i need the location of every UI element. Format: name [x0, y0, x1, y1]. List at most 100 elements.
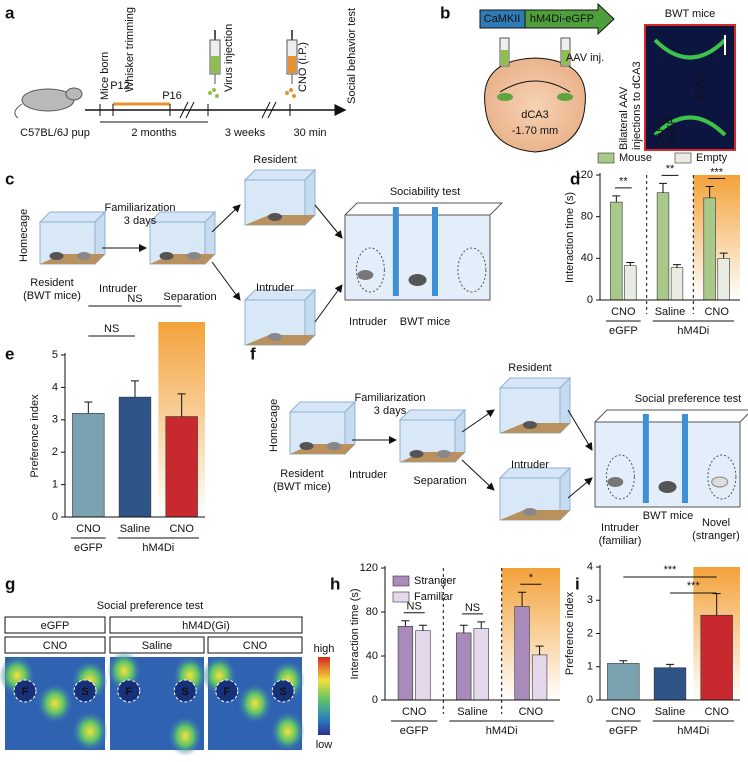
condition-label: CNO [243, 640, 268, 652]
legend-label: Empty [696, 152, 728, 164]
divider [642, 414, 649, 503]
panel-label: f [250, 344, 256, 363]
error-bar [612, 195, 621, 203]
construct: hM4Di-eGFP [530, 13, 594, 25]
bar [610, 201, 623, 301]
bar [397, 625, 414, 701]
divider [392, 207, 399, 296]
bar [607, 663, 640, 701]
bar [717, 258, 730, 301]
promoter: CaMKII [484, 13, 521, 25]
panel-label: g [5, 574, 15, 593]
bar [700, 614, 733, 701]
cage [398, 409, 467, 421]
significance: *** [664, 564, 678, 576]
bar [656, 192, 670, 301]
event: Virus injection [223, 24, 235, 92]
aav: AAV inj. [566, 52, 604, 64]
bar [72, 413, 105, 518]
y-axis-label: Preference index [564, 591, 576, 675]
y-tick-label: 3 [52, 414, 58, 426]
stain: EGFP [666, 117, 678, 147]
event: CNO (I.P.) [297, 42, 309, 92]
cage-label: Resident [508, 362, 551, 374]
group-label: hM4Di [677, 325, 709, 337]
cage-floor [500, 510, 570, 520]
cup-outline [13, 679, 37, 703]
error-bar [619, 660, 628, 664]
cage-label: Resident [253, 154, 296, 166]
group-label: eGFP [609, 325, 638, 337]
bar [514, 606, 530, 701]
test-box [594, 421, 741, 508]
cup-outline [73, 679, 97, 703]
legend-label: Stranger [414, 575, 457, 587]
bar [703, 197, 716, 301]
y-tick-label: 120 [575, 169, 593, 181]
event: Social behavior test [346, 8, 358, 104]
wire-cup [605, 454, 635, 500]
heat-spot [168, 716, 203, 757]
intruder: Intruder [99, 283, 137, 295]
bar [653, 667, 687, 701]
wire-cup [707, 454, 737, 500]
scale-label: low [316, 739, 333, 751]
bar [624, 265, 637, 301]
arrow [211, 261, 241, 301]
x-tick-label: CNO [611, 306, 636, 318]
y-tick-label: 4 [52, 381, 58, 393]
y-tick-label: 0 [587, 694, 593, 706]
mouse [357, 270, 374, 280]
mouse [408, 274, 427, 286]
resident: Resident [280, 468, 323, 480]
arrow [461, 459, 495, 491]
scale-label: high [314, 643, 335, 655]
mouse [49, 252, 64, 260]
group-label: eGFP [609, 725, 638, 737]
mouse [437, 450, 451, 458]
x-tick-label: CNO [704, 706, 729, 718]
x-tick-label: Saline [655, 306, 686, 318]
y-tick-label: 40 [366, 650, 378, 662]
diagrams [38, 168, 748, 522]
bar [165, 416, 198, 518]
x-tick-label: CNO [402, 706, 427, 718]
error-bar [418, 624, 427, 631]
bar [531, 654, 548, 701]
duration: 3 weeks [225, 127, 266, 139]
error-bar [673, 264, 681, 268]
y-tick-label: 2 [587, 627, 593, 639]
cup-marker: S [81, 686, 88, 698]
group-label: eGFP [400, 725, 429, 737]
resident: Resident [30, 277, 73, 289]
x-tick-label: Saline [457, 706, 488, 718]
arrow [567, 409, 593, 451]
familiarization: 3 days [124, 215, 157, 227]
group-label: eGFP [74, 542, 103, 554]
bar [473, 628, 489, 701]
y-axis-label: Preference index [29, 394, 41, 478]
y-tick-label: 40 [581, 252, 593, 264]
test-label: BWT mice [400, 316, 451, 328]
group-label: hM4Di [486, 725, 518, 737]
mouse [299, 442, 314, 450]
panel-label: i [575, 574, 580, 593]
duration: 30 min [293, 127, 326, 139]
separation: Separation [163, 291, 216, 303]
cup-marker: S [182, 686, 189, 698]
panel-label: a [5, 3, 15, 22]
error-bar [459, 624, 468, 633]
group-label: hM4Di [142, 542, 174, 554]
legend-swatch [674, 152, 692, 164]
group-label: eGFP [41, 620, 70, 632]
y-tick-label: 2 [52, 446, 58, 458]
error-bar [84, 401, 93, 414]
legend-swatch [392, 591, 410, 603]
familiarization: 3 days [374, 405, 407, 417]
test-label: Intruder [349, 316, 387, 328]
error-bar [518, 591, 527, 607]
y-tick-label: 120 [360, 562, 378, 574]
y-tick-label: 80 [366, 606, 378, 618]
mouse [607, 477, 624, 487]
cage [288, 401, 357, 413]
